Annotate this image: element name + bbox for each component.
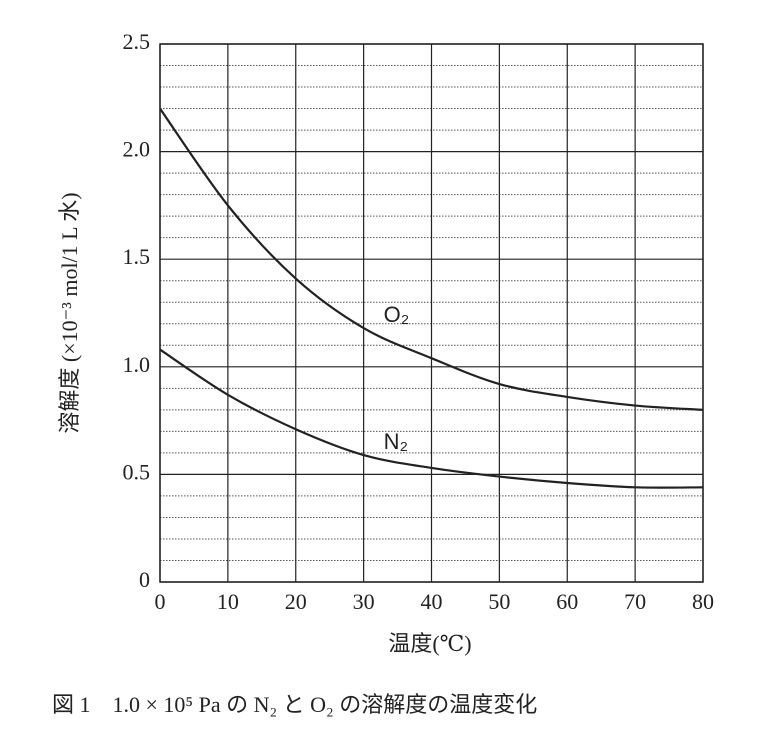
y-axis-label: 溶解度 (×10⁻³ mol/1 L 水) [57,192,82,433]
y-tick-label: 0.5 [123,459,151,484]
x-tick-label: 50 [488,589,510,614]
series-label: N₂ [384,429,408,454]
y-tick-label: 1.0 [123,352,151,377]
y-tick-label: 2.0 [123,137,151,162]
x-tick-label: 0 [155,589,166,614]
x-tick-label: 40 [421,589,443,614]
y-tick-label: 0 [139,567,150,592]
x-tick-label: 30 [353,589,375,614]
plot-frame [159,43,704,583]
x-tick-label: 10 [217,589,239,614]
y-tick-label: 2.5 [123,29,151,54]
caption: 図 1 1.0 × 10⁵ Pa の N₂ と O₂ の溶解度の温度変化 [52,692,537,717]
series-line [159,107,704,411]
x-tick-label: 60 [556,589,578,614]
series-line [159,348,704,489]
y-tick-label: 1.5 [123,244,151,269]
series-label: O₂ [384,302,410,327]
x-axis-label: 温度(℃) [388,631,471,656]
x-tick-label: 20 [285,589,307,614]
x-tick-label: 70 [624,589,646,614]
x-tick-label: 80 [692,589,714,614]
